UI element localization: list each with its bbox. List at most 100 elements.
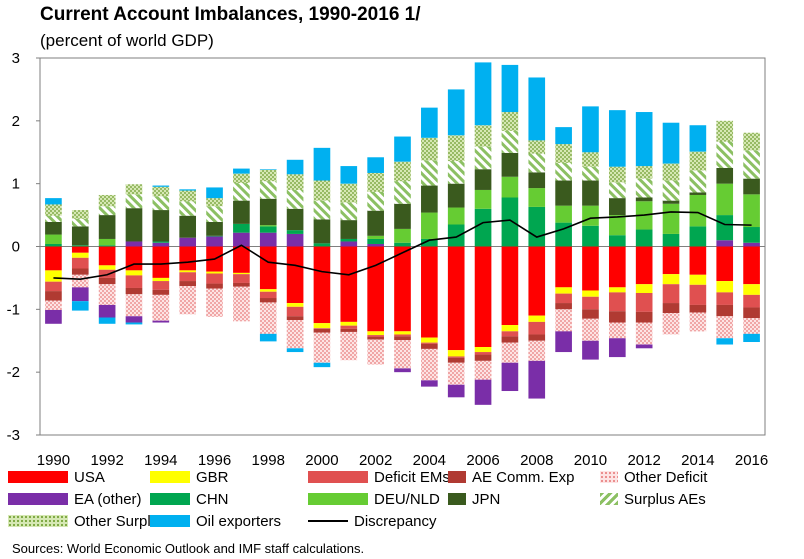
legend-item-jpn: JPN (448, 490, 500, 508)
bar-segment-chn (582, 225, 599, 247)
bar-segment-other-deficit (233, 286, 250, 322)
x-tick-label: 1994 (144, 452, 177, 469)
bar-segment-deficit-ems (447, 356, 465, 358)
bar-segment-surplus-aes (367, 191, 384, 211)
bar-segment-deu-nld (608, 215, 626, 236)
bar-segment-gbr (340, 321, 358, 326)
legend-label: EA (other) (74, 490, 142, 508)
bar-segment-other-surplus (447, 135, 465, 162)
bar-segment-deu-nld (45, 234, 62, 244)
legend-swatch-oil-exporters (150, 515, 190, 527)
bar-segment-other-surplus (743, 132, 760, 151)
bar-segment-usa (689, 246, 707, 275)
bar-segment-gbr (45, 270, 62, 282)
legend-swatch-surplus-aes (600, 493, 618, 505)
bar-segment-chn (313, 243, 331, 247)
bar-segment-deficit-ems (421, 342, 438, 344)
bar-segment-ea-other (474, 379, 492, 405)
bar-segment-deficit-ems (555, 293, 572, 304)
bar-segment-deficit-ems (367, 335, 384, 337)
bar-segment-surplus-aes (474, 146, 492, 170)
bar-segment-ea-other (206, 236, 223, 247)
bar-segment-jpn (259, 198, 277, 226)
bar-segment-oil-exporters (286, 159, 304, 175)
legend-swatch-other-deficit (600, 471, 618, 483)
bar-segment-gbr (501, 325, 519, 332)
bar-segment-gbr (662, 274, 680, 285)
bar-segment-usa (340, 246, 358, 322)
bar-segment-gbr (528, 315, 546, 322)
bar-segment-deu-nld (421, 212, 438, 239)
bar-segment-ae-comm-exp (152, 289, 170, 295)
bar-segment-surplus-aes (447, 161, 465, 184)
bar-segment-ae-comm-exp (259, 298, 277, 303)
bar-segment-ea-other (45, 309, 62, 324)
bar-segment-surplus-aes (689, 170, 707, 193)
bar-segment-chn (689, 226, 707, 247)
bar-segment-oil-exporters (340, 166, 358, 184)
bar-segment-jpn (608, 198, 626, 216)
bar-segment-surplus-aes (152, 196, 170, 211)
bar-segment-other-deficit (394, 340, 411, 369)
bar-segment-jpn (340, 220, 358, 239)
bar-segment-usa (608, 246, 626, 288)
legend-item-usa: USA (8, 468, 105, 486)
bar-segment-gbr (394, 331, 411, 335)
bar-segment-deu-nld (689, 194, 707, 227)
legend-swatch-other-surplus (8, 515, 68, 527)
bar-segment-ea-other (528, 360, 546, 399)
bar-segment-other-deficit (152, 294, 170, 321)
bar-segment-other-surplus (206, 198, 223, 207)
bar-segment-ea-other (582, 340, 599, 360)
bar-segment-oil-exporters (259, 169, 277, 170)
bar-segment-usa (716, 246, 734, 282)
bar-segment-jpn (313, 219, 331, 244)
legend-item-discrepancy: Discrepancy (308, 512, 437, 530)
bar-segment-deu-nld (716, 183, 734, 216)
bar-segment-usa (367, 246, 384, 332)
bar-segment-oil-exporters (313, 362, 331, 368)
bar-segment-usa (662, 246, 680, 275)
bar-segment-usa (555, 246, 572, 288)
bar-segment-ea-other (125, 241, 143, 247)
bar-segment-gbr (421, 337, 438, 343)
legend-label: GBR (196, 468, 229, 486)
bar-segment-chn (421, 238, 438, 247)
bar-segment-ea-other (179, 237, 197, 247)
bar-segment-other-surplus (689, 151, 707, 171)
bar-segment-deficit-ems (474, 352, 492, 355)
bar-segment-deficit-ems (286, 306, 304, 317)
bar-segment-surplus-aes (555, 162, 572, 181)
bar-segment-chn (259, 226, 277, 233)
bar-segment-chn (528, 206, 546, 247)
bar-segment-chn (152, 241, 170, 243)
bar-segment-usa (582, 246, 599, 291)
bar-segment-deu-nld (394, 228, 411, 243)
bar-segment-ae-comm-exp (233, 282, 250, 287)
bar-segment-other-deficit (528, 340, 546, 361)
bar-segment-oil-exporters (152, 185, 170, 187)
bar-segment-deficit-ems (71, 257, 89, 269)
bar-segment-gbr (608, 287, 626, 293)
bar-segment-deficit-ems (394, 334, 411, 337)
bar-segment-oil-exporters (233, 168, 250, 174)
y-tick-label: -1 (7, 301, 20, 318)
x-tick-label: 2004 (413, 452, 446, 469)
bar-segment-other-surplus (501, 112, 519, 131)
bar-segment-surplus-aes (259, 181, 277, 199)
bar-segment-ea-other (98, 304, 116, 318)
bar-segment-surplus-aes (421, 160, 438, 186)
legend-swatch-gbr (150, 471, 190, 483)
bar-segment-other-surplus (528, 140, 546, 154)
bar-segment-other-deficit (608, 322, 626, 339)
bar-segment-oil-exporters (743, 333, 760, 343)
legend-swatch-jpn (448, 493, 466, 505)
bar-segment-usa (179, 246, 197, 271)
legend-item-ea-other: EA (other) (8, 490, 142, 508)
bar-segment-surplus-aes (45, 215, 62, 222)
bar-segment-chn (716, 215, 734, 241)
bar-segment-other-deficit (421, 348, 438, 381)
bar-segment-oil-exporters (206, 187, 223, 199)
bar-segment-surplus-aes (716, 141, 734, 168)
bar-segment-ae-comm-exp (689, 304, 707, 313)
